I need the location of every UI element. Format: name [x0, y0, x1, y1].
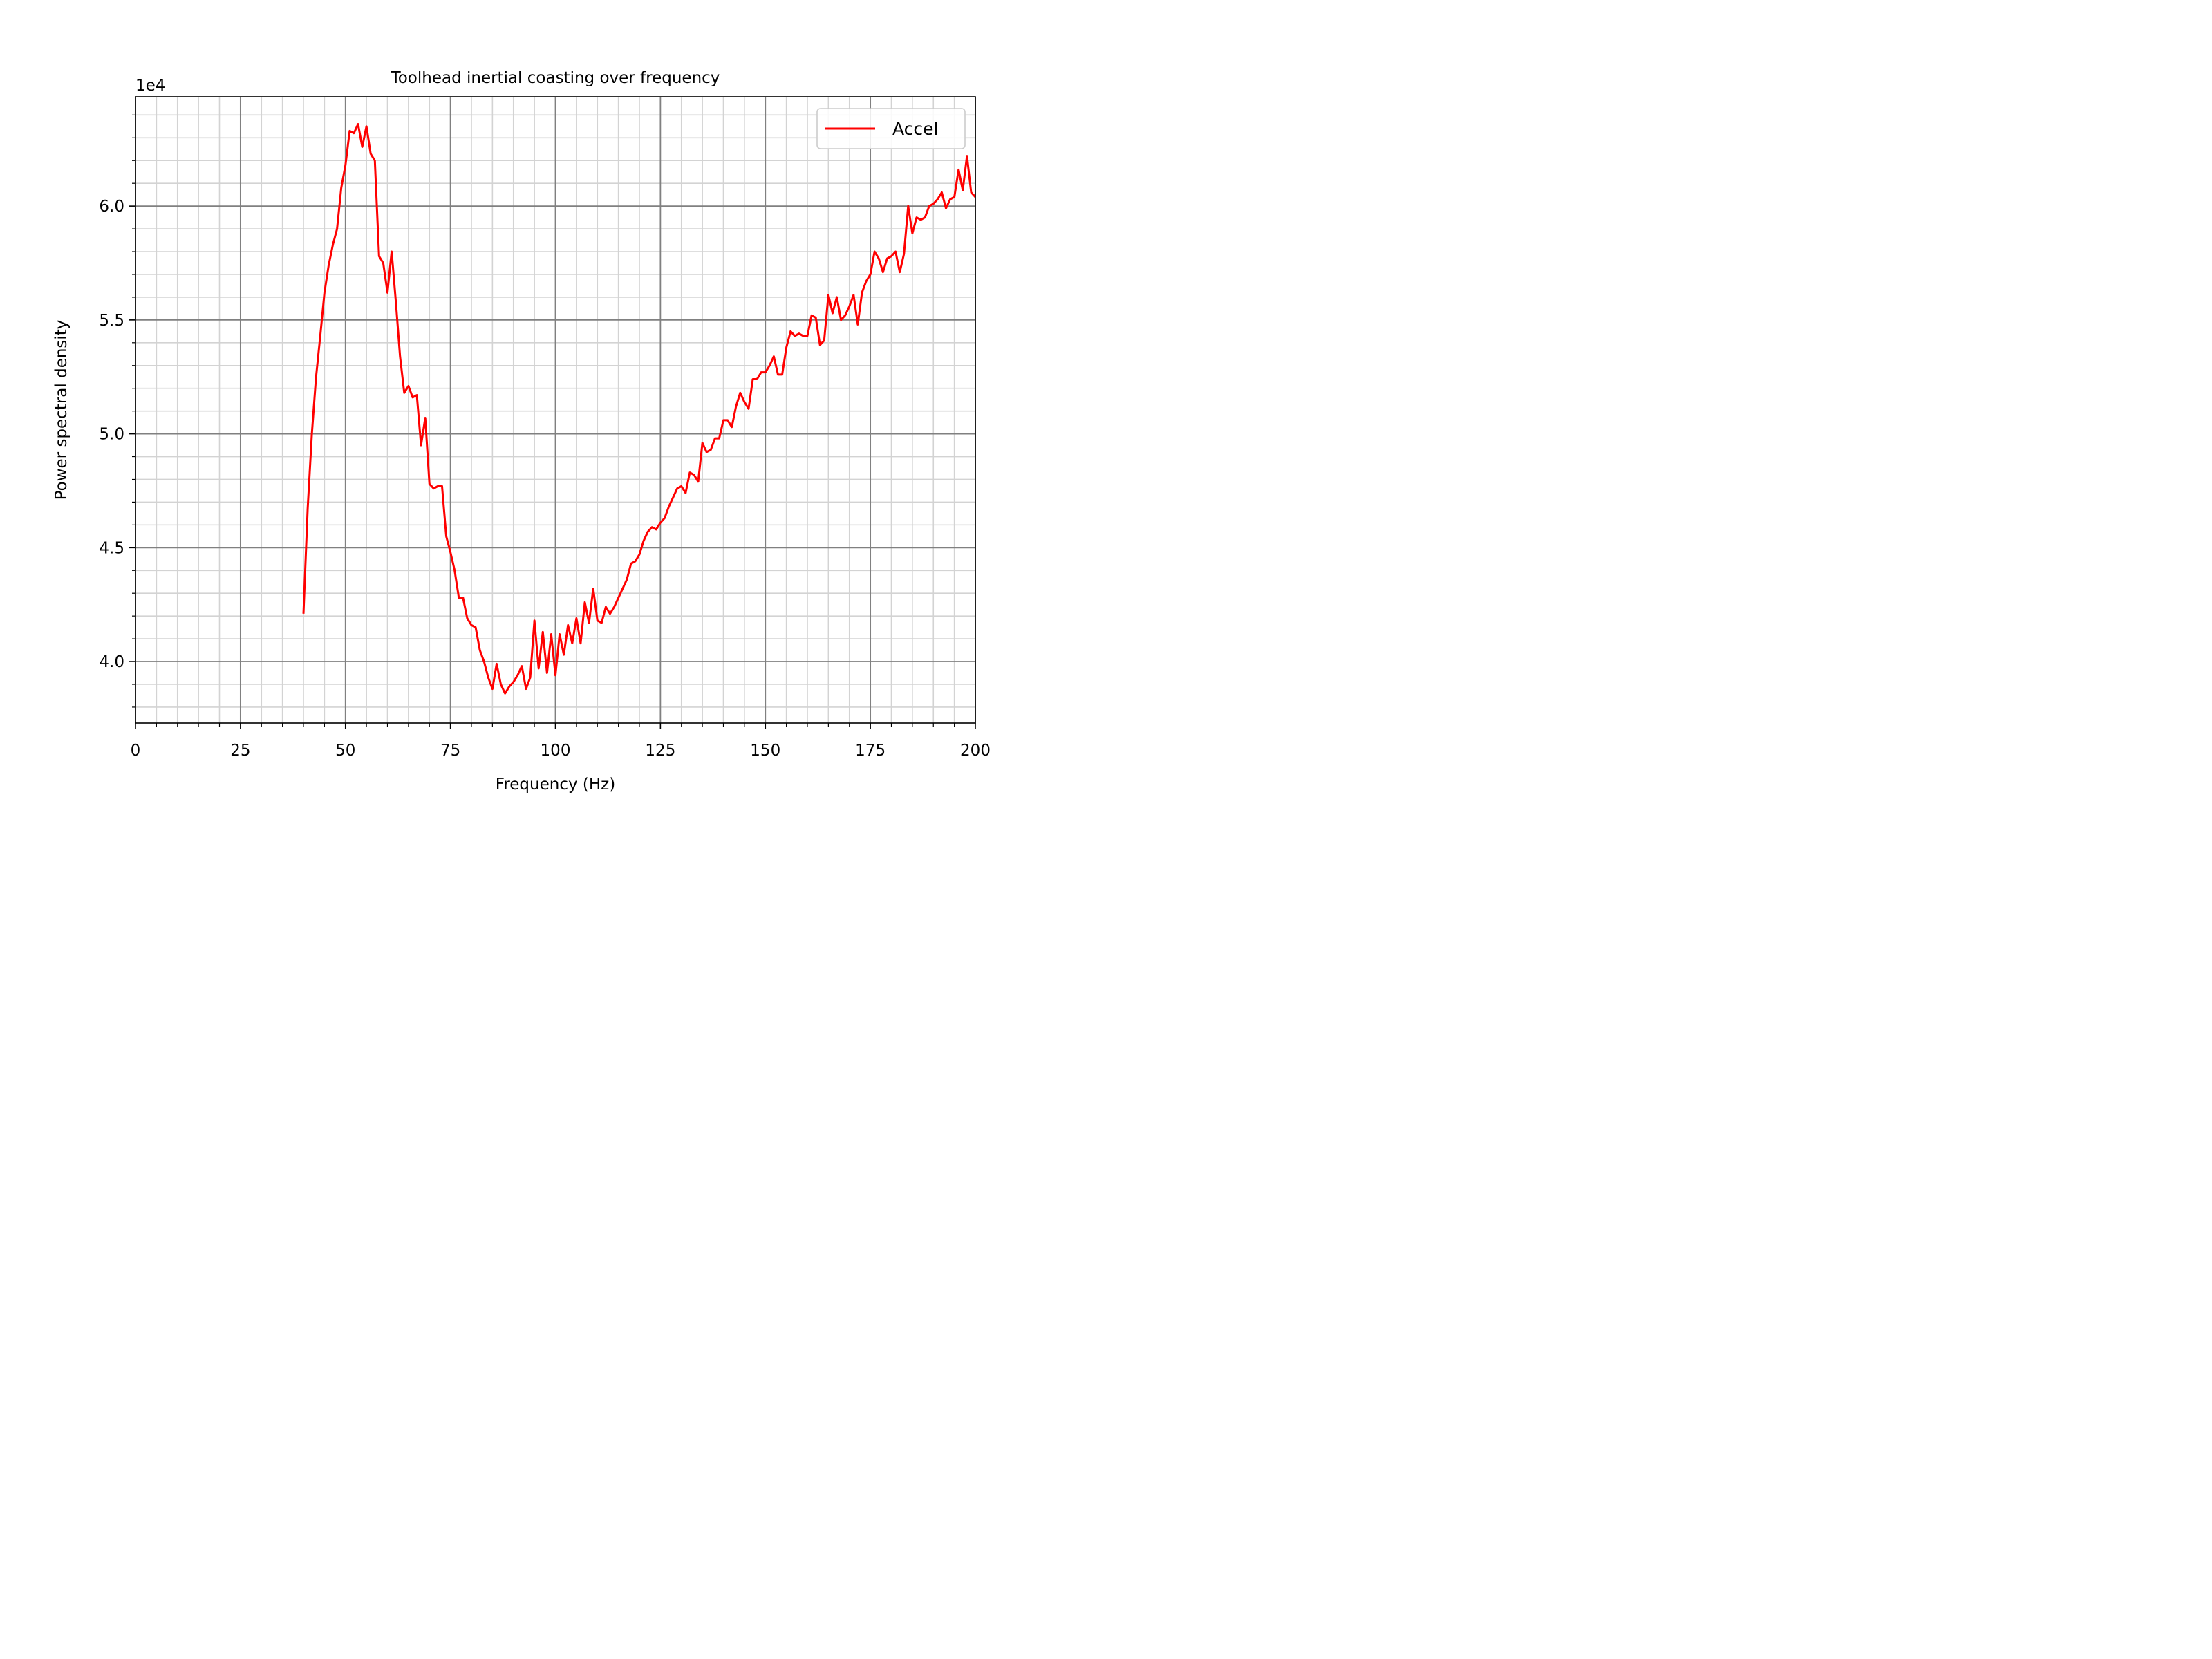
series-layer [302, 123, 975, 695]
y-tick-label: 6.0 [99, 198, 124, 216]
x-tick-label: 50 [335, 742, 355, 760]
y-tick-label: 4.5 [99, 539, 124, 557]
x-tick-label: 0 [131, 742, 141, 760]
legend-box [816, 108, 966, 149]
y-offset-label: 1e4 [135, 77, 165, 95]
y-axis-ticks: 4.0 4.5 5.0 5.5 6.0 [99, 114, 135, 708]
x-tick-label: 150 [750, 742, 780, 760]
x-tick-label: 25 [230, 742, 250, 760]
y-tick-label: 5.5 [99, 312, 124, 330]
x-tick-label: 200 [960, 742, 991, 760]
x-tick-label: 100 [541, 742, 571, 760]
legend: Accel [816, 108, 966, 149]
x-axis-label: Frequency (Hz) [496, 776, 615, 794]
chart-title: Toolhead inertial coasting over frequenc… [391, 69, 720, 87]
x-tick-label: 125 [645, 742, 675, 760]
legend-label-accel: Accel [892, 119, 938, 139]
y-axis-label: Power spectral density [53, 320, 71, 500]
x-tick-label: 175 [855, 742, 885, 760]
y-tick-label: 4.0 [99, 653, 124, 671]
series-line-accel [302, 123, 975, 695]
x-axis-ticks: 0 25 50 75 100 125 150 175 200 [131, 723, 991, 760]
chart: 0 25 50 75 100 125 150 175 200 4.0 4.5 5.0 5.5 6.0 A… [0, 0, 1069, 801]
y-tick-label: 5.0 [99, 426, 124, 444]
x-tick-label: 75 [440, 742, 460, 760]
